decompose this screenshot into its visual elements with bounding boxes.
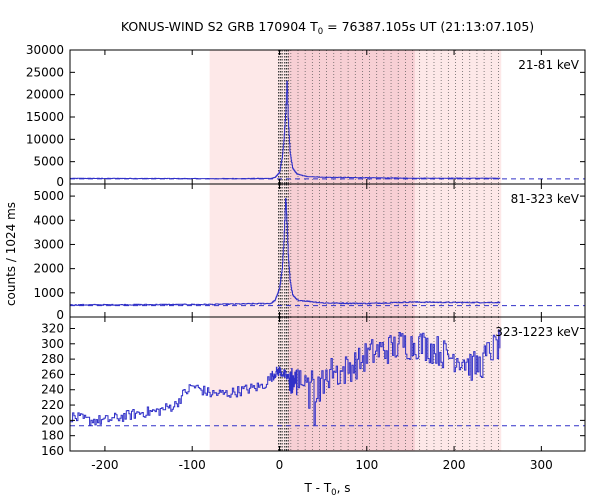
- panel-1: 0 5000 10000 15000 20000 25000 30000 21-81 keV: [26, 43, 586, 189]
- light-curve: [70, 198, 501, 306]
- y-tick-label: 2000: [33, 262, 64, 276]
- panel-frame: [69, 316, 586, 452]
- dark-shade-region: [288, 317, 415, 451]
- y-tick-label: 30000: [26, 43, 64, 57]
- y-axis-label: counts / 1024 ms: [4, 201, 18, 307]
- light-curve: [70, 80, 501, 180]
- y-tick-label: 220: [41, 398, 64, 412]
- y-tick-label: 5000: [33, 189, 64, 203]
- y-tick-label: 5000: [33, 155, 64, 169]
- y-tick-label: 200: [41, 413, 64, 427]
- chart-title: KONUS-WIND S2 GRB 170904 T0 = 76387.105s…: [120, 19, 535, 37]
- panel-2: 0 1000 2000 3000 4000 5000 81-323 keV: [33, 183, 586, 322]
- x-tick-label: -100: [179, 458, 206, 472]
- x-tick-label: 0: [276, 458, 284, 472]
- x-tick-label: 300: [530, 458, 553, 472]
- x-tick-label: 200: [443, 458, 466, 472]
- y-tick-label: 180: [41, 429, 64, 443]
- y-tick-label: 1000: [33, 286, 64, 300]
- dark-shade-region: [288, 184, 415, 317]
- y-tick-label: 15000: [26, 110, 64, 124]
- y-tick-label: 25000: [26, 65, 64, 79]
- y-tick-label: 3000: [33, 237, 64, 251]
- y-tick-label: 240: [41, 383, 64, 397]
- y-tick-label: 160: [41, 444, 64, 458]
- y-tick-label: 300: [41, 337, 64, 351]
- x-tick-label: 100: [355, 458, 378, 472]
- y-tick-label: 0: [56, 175, 64, 189]
- dark-shade-region: [288, 50, 415, 184]
- light-curve: [70, 329, 501, 426]
- x-axis-label: T - T0, s: [304, 481, 351, 498]
- y-tick-label: 320: [41, 321, 64, 335]
- y-tick-label: 20000: [26, 88, 64, 102]
- y-tick-label: 0: [56, 308, 64, 322]
- y-tick-label: 10000: [26, 132, 64, 146]
- energy-band-label: 21-81 keV: [518, 58, 580, 72]
- y-tick-label: 4000: [33, 213, 64, 227]
- y-tick-label: 260: [41, 367, 64, 381]
- x-tick-label: -200: [91, 458, 118, 472]
- y-tick-label: 280: [41, 352, 64, 366]
- energy-band-label: 323-1223 keV: [495, 325, 579, 339]
- energy-band-label: 81-323 keV: [511, 192, 580, 206]
